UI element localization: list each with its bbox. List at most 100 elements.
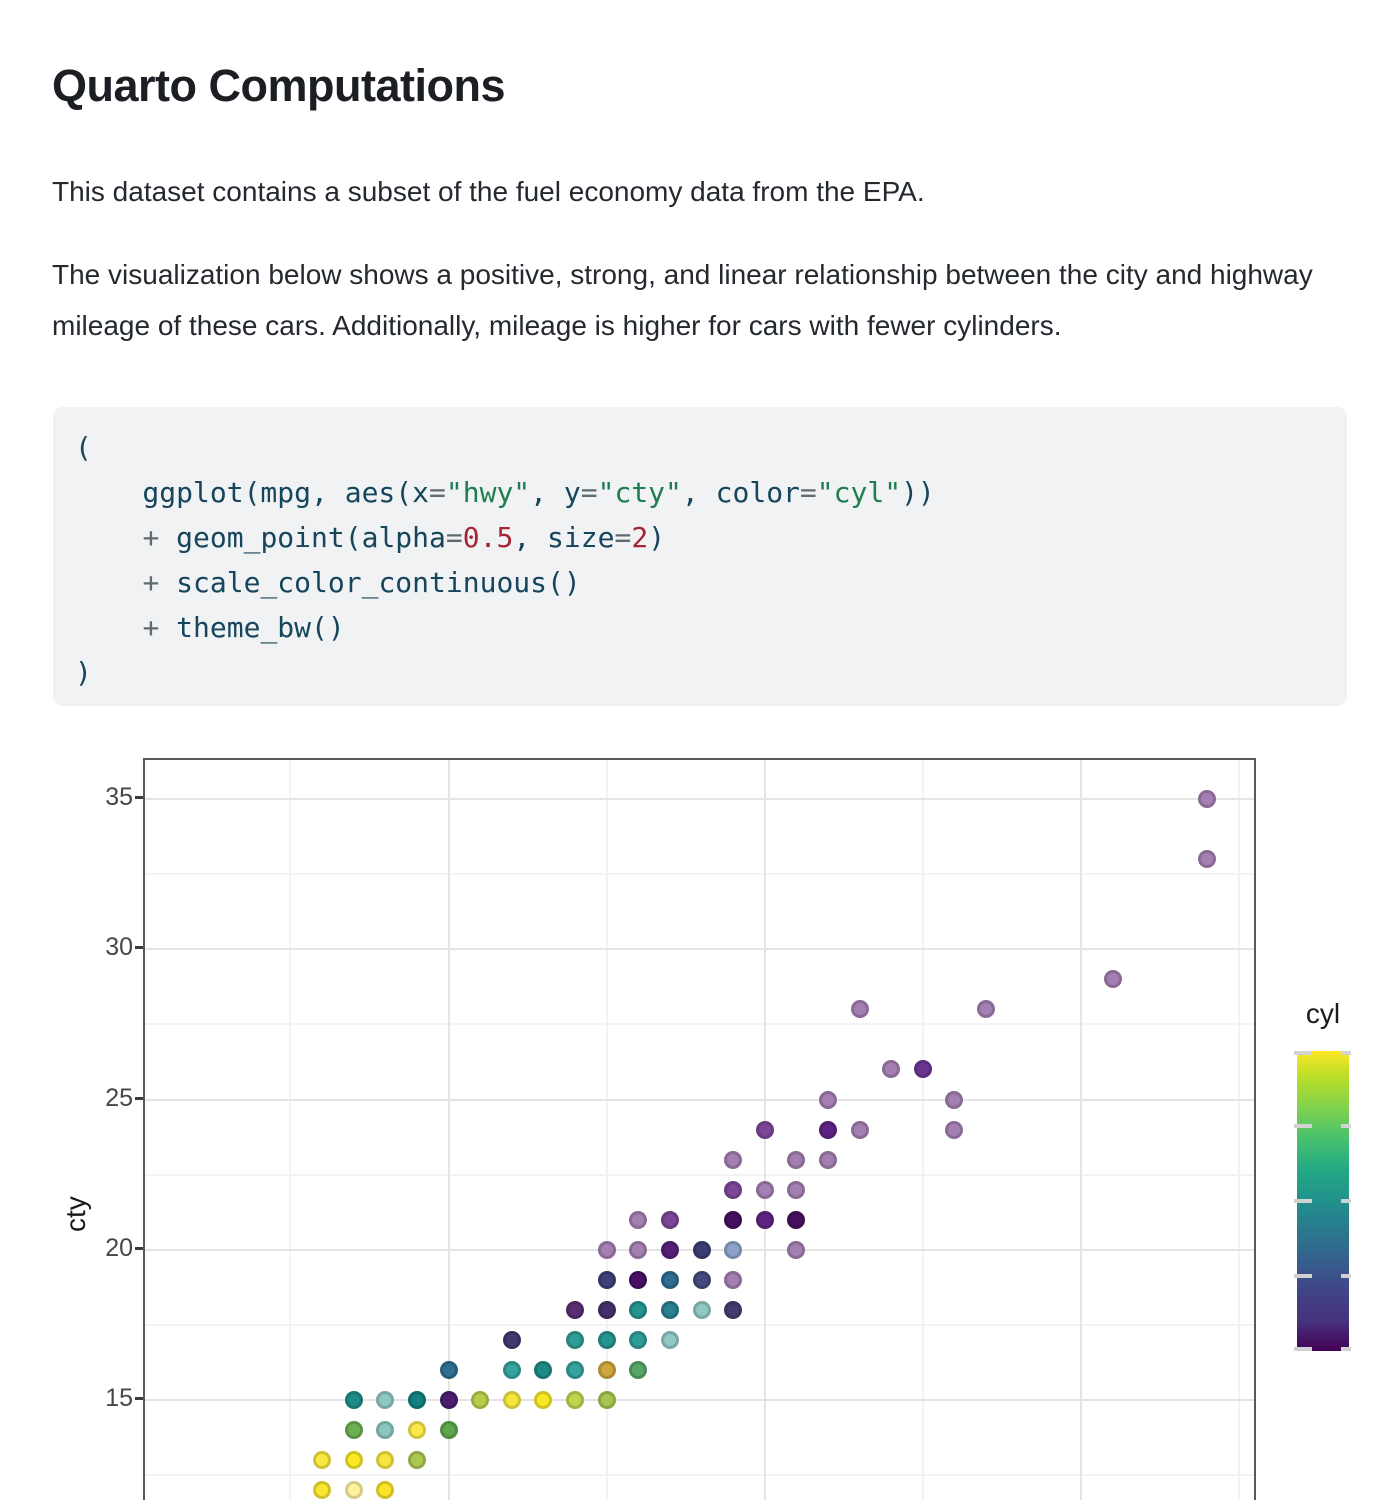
data-point bbox=[502, 1391, 521, 1409]
data-point bbox=[660, 1210, 679, 1229]
data-point bbox=[566, 1391, 585, 1409]
code-token: = bbox=[799, 476, 817, 509]
data-point bbox=[407, 1451, 426, 1470]
data-point bbox=[344, 1451, 363, 1470]
data-point bbox=[692, 1270, 711, 1289]
data-point bbox=[977, 1000, 996, 1019]
colorbar-tick bbox=[1341, 1051, 1351, 1055]
colorbar-tick bbox=[1341, 1274, 1351, 1278]
code-source: ( ggplot(mpg, aes(x="hwy", y="cty", colo… bbox=[53, 407, 1347, 695]
data-point bbox=[629, 1330, 648, 1349]
data-point bbox=[692, 1240, 711, 1259]
y-axis-title: cty bbox=[60, 1196, 91, 1232]
data-point bbox=[629, 1300, 648, 1319]
colorbar-gradient bbox=[1294, 1051, 1351, 1351]
data-point bbox=[660, 1240, 679, 1259]
gridline-major-y bbox=[145, 798, 1254, 800]
data-point bbox=[724, 1210, 743, 1229]
paragraph-intro: This dataset contains a subset of the fu… bbox=[52, 176, 925, 207]
data-point bbox=[439, 1391, 458, 1409]
data-point bbox=[913, 1060, 932, 1079]
gridline-minor-y bbox=[145, 1173, 1254, 1176]
gridline-major-x bbox=[447, 760, 450, 1500]
data-point bbox=[344, 1481, 363, 1500]
y-tick-label: 25 bbox=[105, 1083, 133, 1112]
colorbar-tick bbox=[1294, 1274, 1312, 1278]
code-token: + bbox=[142, 611, 160, 644]
code-block: ( ggplot(mpg, aes(x="hwy", y="cty", colo… bbox=[53, 407, 1347, 706]
gridline-major-x bbox=[1079, 760, 1082, 1500]
code-token: ) bbox=[75, 656, 92, 689]
gridline-minor-y bbox=[145, 873, 1254, 876]
data-point bbox=[629, 1240, 648, 1259]
data-point bbox=[313, 1481, 332, 1500]
data-point bbox=[1103, 970, 1122, 989]
code-token: = bbox=[580, 476, 598, 509]
gridline-minor-x bbox=[605, 760, 608, 1500]
colorbar-tick bbox=[1294, 1124, 1312, 1128]
code-token: ( bbox=[75, 431, 92, 464]
gridline-minor-x bbox=[921, 760, 924, 1500]
y-tick-mark bbox=[135, 1096, 143, 1100]
colorbar-tick bbox=[1341, 1347, 1351, 1351]
data-point bbox=[660, 1270, 679, 1289]
code-token: "hwy" bbox=[445, 476, 531, 509]
data-point bbox=[344, 1391, 363, 1409]
data-point bbox=[597, 1240, 616, 1259]
y-tick-label: 30 bbox=[105, 933, 133, 962]
gridline-major-y bbox=[145, 1098, 1254, 1101]
data-point bbox=[407, 1421, 426, 1440]
code-token: 2 bbox=[631, 521, 649, 554]
data-point bbox=[407, 1391, 426, 1409]
code-token bbox=[75, 521, 142, 554]
data-point bbox=[566, 1360, 585, 1379]
data-point bbox=[660, 1300, 679, 1319]
data-point bbox=[502, 1330, 521, 1349]
data-point bbox=[629, 1210, 648, 1229]
y-tick-label: 35 bbox=[105, 783, 133, 811]
code-token bbox=[75, 611, 142, 644]
data-point bbox=[787, 1180, 806, 1199]
data-point bbox=[755, 1120, 774, 1139]
data-point bbox=[629, 1270, 648, 1289]
gridline-major-y bbox=[145, 1399, 1254, 1401]
data-point bbox=[439, 1360, 458, 1379]
code-token: theme_bw() bbox=[159, 611, 345, 644]
data-point bbox=[692, 1300, 711, 1319]
data-point bbox=[724, 1270, 743, 1289]
code-token: + bbox=[142, 566, 160, 599]
y-tick-mark bbox=[135, 1246, 143, 1250]
data-point bbox=[787, 1150, 806, 1169]
data-point bbox=[818, 1120, 837, 1139]
data-point bbox=[439, 1421, 458, 1440]
gridline-minor-x bbox=[1238, 760, 1241, 1500]
data-point bbox=[597, 1270, 616, 1289]
data-point bbox=[660, 1330, 679, 1349]
gridline-major-y bbox=[145, 948, 1254, 951]
paragraph-description: The visualization below shows a positive… bbox=[52, 259, 1313, 341]
data-point bbox=[566, 1300, 585, 1319]
plot-panel bbox=[143, 758, 1256, 1500]
data-point bbox=[724, 1240, 743, 1259]
code-token: geom_point(alpha bbox=[159, 521, 446, 554]
data-point bbox=[724, 1150, 743, 1169]
colorbar-tick bbox=[1294, 1347, 1312, 1351]
y-tick-mark bbox=[135, 1397, 143, 1400]
data-point bbox=[724, 1300, 743, 1319]
colorbar-tick bbox=[1294, 1051, 1312, 1055]
colorbar-tick bbox=[1341, 1124, 1351, 1128]
data-point bbox=[629, 1360, 648, 1379]
code-token: 0.5 bbox=[462, 521, 514, 554]
data-point bbox=[1198, 850, 1217, 869]
data-point bbox=[566, 1330, 585, 1349]
colorbar-tick bbox=[1341, 1199, 1351, 1203]
gridline-minor-y bbox=[145, 1474, 1254, 1477]
data-point bbox=[787, 1210, 806, 1229]
code-token: "cty" bbox=[597, 476, 682, 509]
page-title: Quarto Computations bbox=[52, 60, 505, 112]
gridline-minor-y bbox=[145, 1023, 1254, 1026]
data-point bbox=[597, 1300, 616, 1319]
gridline-minor-x bbox=[289, 760, 292, 1500]
data-point bbox=[376, 1481, 395, 1500]
